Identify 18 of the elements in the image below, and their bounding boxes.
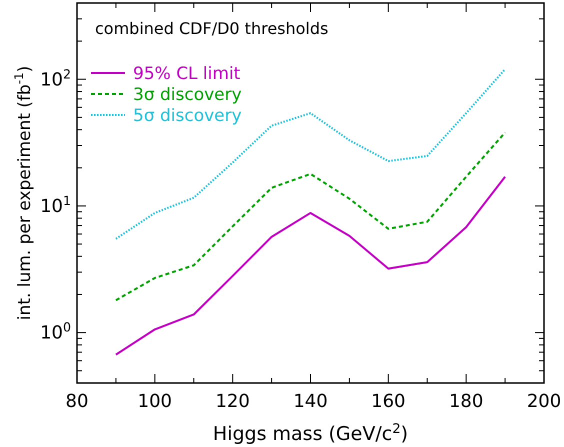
line-series xyxy=(114,68,506,240)
legend-label: 5σ discovery xyxy=(133,106,242,126)
x-tick-label: 180 xyxy=(448,391,484,412)
x-tick-label: 100 xyxy=(138,391,172,412)
y-tick-label: 10$^{2}$ xyxy=(40,66,71,90)
line-series xyxy=(114,176,506,356)
x-tick-label: 120 xyxy=(215,391,250,412)
x-tick-label: 160 xyxy=(371,391,406,412)
x-axis-title: Higgs mass (GeV/c$^{2}$) xyxy=(212,422,408,445)
x-tick-label: 80 xyxy=(66,391,88,412)
x-tick-label: 200 xyxy=(526,391,562,412)
y-tick-label: 10$^{0}$ xyxy=(40,319,71,344)
legend-label: 3σ discovery xyxy=(133,85,242,105)
line-series xyxy=(114,131,506,302)
x-tick-label: 140 xyxy=(293,391,328,412)
y-tick-label: 10$^{1}$ xyxy=(40,192,71,217)
text: combined CDF/D0 thresholds xyxy=(95,19,328,38)
legend-label: 95% CL limit xyxy=(133,64,241,84)
